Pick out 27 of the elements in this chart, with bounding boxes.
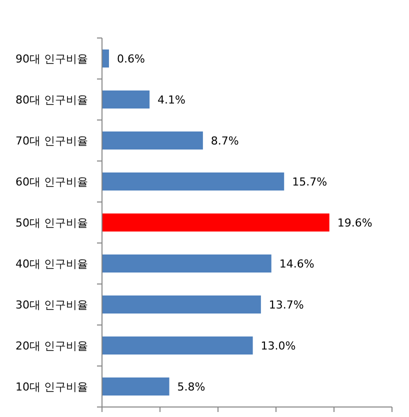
- y-tick-label: 80대 인구비율: [16, 93, 88, 106]
- y-tick-label: 30대 인구비율: [16, 298, 88, 312]
- bar: [102, 90, 150, 109]
- bar: [102, 336, 253, 355]
- bar: [102, 49, 109, 68]
- y-tick-label: 70대 인구비율: [16, 134, 88, 148]
- data-label: 13.0%: [260, 339, 296, 352]
- data-label: 5.8%: [177, 380, 206, 394]
- data-label: 4.1%: [158, 93, 186, 106]
- data-label: 15.7%: [292, 175, 328, 188]
- bar: [102, 172, 284, 191]
- bar: [102, 377, 170, 396]
- y-tick-label: 10대 인구비율: [16, 380, 88, 394]
- y-tick-label: 90대 인구비율: [16, 52, 88, 66]
- bar: [102, 295, 261, 314]
- bar: [102, 213, 330, 232]
- data-label: 13.7%: [268, 298, 304, 312]
- y-tick-label: 20대 인구비율: [16, 339, 88, 352]
- bar: [102, 254, 272, 273]
- y-tick-label: 50대 인구비율: [16, 216, 88, 230]
- data-label: 14.6%: [279, 257, 314, 270]
- y-tick-label: 60대 인구비율: [16, 175, 88, 188]
- data-label: 8.7%: [210, 134, 239, 148]
- y-tick-label: 40대 인구비율: [16, 257, 88, 270]
- data-label: 19.6%: [337, 216, 372, 230]
- bar: [102, 131, 203, 150]
- data-label: 0.6%: [116, 52, 145, 66]
